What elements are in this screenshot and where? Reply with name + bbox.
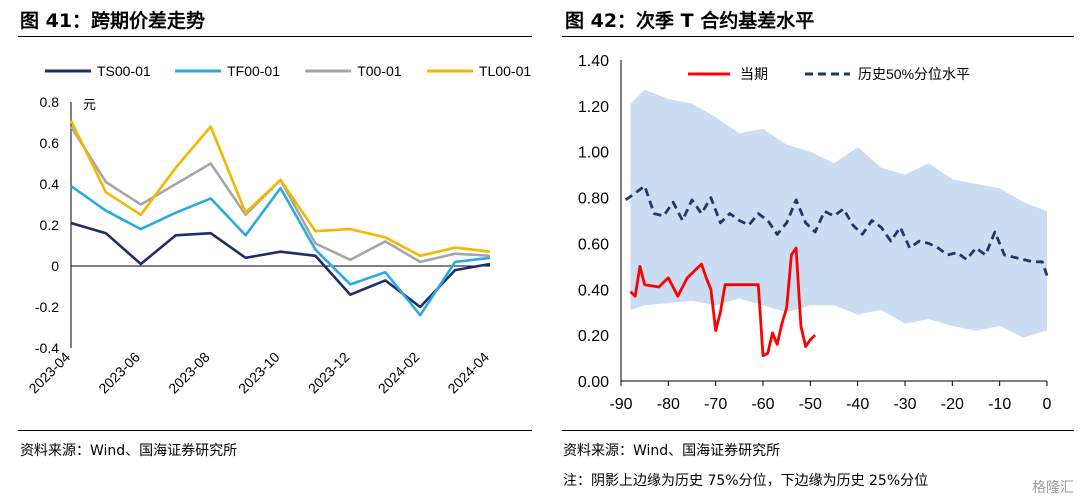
x-tick-label: -70 bbox=[704, 396, 727, 413]
watermark-logo: 格隆汇 bbox=[1032, 480, 1074, 496]
x-tick-label: 2024-04 bbox=[444, 349, 492, 397]
right-note: 注：阴影上边缘为历史 75%分位，下边缘为历史 25%分位 bbox=[563, 473, 929, 489]
y-tick-label: -0.2 bbox=[35, 299, 59, 315]
y-tick-label: 0.8 bbox=[40, 94, 60, 110]
x-tick-label: 2023-12 bbox=[305, 349, 353, 397]
x-tick-label: -20 bbox=[941, 396, 964, 413]
y-tick-label: 0.20 bbox=[578, 328, 609, 345]
x-tick-label: -60 bbox=[751, 396, 774, 413]
x-tick-label: 2024-02 bbox=[375, 349, 423, 397]
right-bottom-rule bbox=[562, 430, 1074, 431]
right-chart: 0.00 0.20 0.40 0.60 0.80 1.00 1.20 1.40 -90 -80 -7… bbox=[578, 53, 1052, 413]
y-axis-unit: 元 bbox=[83, 97, 96, 112]
series-line-tf00-01 bbox=[70, 185, 491, 317]
y-tick-label: 0.4 bbox=[40, 176, 60, 192]
legend-label-median: 历史50%分位水平 bbox=[858, 66, 970, 82]
left-title-rule bbox=[18, 36, 532, 37]
x-tick-label: -90 bbox=[609, 396, 632, 413]
y-tick-label: 0.2 bbox=[40, 217, 60, 233]
y-tick-label: 0.60 bbox=[578, 236, 609, 253]
y-tick-label: 0 bbox=[51, 258, 59, 274]
x-tick-label: 0 bbox=[1043, 396, 1052, 413]
x-tick-label: -30 bbox=[893, 396, 916, 413]
legend-label-t00-01: T00-01 bbox=[357, 63, 402, 79]
right-title-rule bbox=[562, 36, 1074, 37]
x-tick-label: 2023-08 bbox=[165, 349, 213, 397]
legend-label-ts00-01: TS00-01 bbox=[97, 63, 151, 79]
right-source: 资料来源：Wind、国海证券研究所 bbox=[563, 443, 781, 459]
y-tick-label: 1.20 bbox=[578, 99, 609, 116]
legend-label-tl00-01: TL00-01 bbox=[479, 63, 531, 79]
left-chart: TS00-01 TF00-01 T00-01 TL00-01 -0.4 -0.2 0 0.2 0… bbox=[25, 63, 531, 397]
series-line-ts00-01 bbox=[70, 221, 491, 309]
x-tick-label: 2023-10 bbox=[235, 349, 283, 397]
y-tick-label: 0.40 bbox=[578, 282, 609, 299]
series-line-current bbox=[629, 246, 817, 358]
legend-label-tf00-01: TF00-01 bbox=[227, 63, 280, 79]
series-line-tl00-01 bbox=[69, 119, 491, 258]
x-tick-label: 2023-06 bbox=[95, 349, 143, 397]
series-line-median bbox=[624, 184, 1049, 276]
y-tick-label: 0.6 bbox=[40, 135, 60, 151]
x-tick-label: -40 bbox=[846, 396, 869, 413]
series-line-t00-01 bbox=[69, 125, 491, 264]
y-tick-label: 0.80 bbox=[578, 191, 609, 208]
x-tick-label: -50 bbox=[799, 396, 822, 413]
right-panel-title: 图 42：次季 T 合约基差水平 bbox=[565, 10, 815, 32]
x-tick-label: -80 bbox=[657, 396, 680, 413]
y-tick-label: 1.40 bbox=[578, 53, 609, 70]
left-source: 资料来源：Wind、国海证券研究所 bbox=[20, 443, 238, 459]
left-bottom-rule bbox=[18, 430, 532, 431]
legend-label-current: 当期 bbox=[740, 66, 768, 82]
y-tick-label: -0.4 bbox=[35, 340, 59, 356]
y-tick-label: 1.00 bbox=[578, 145, 609, 162]
y-tick-label: 0.00 bbox=[578, 374, 609, 391]
left-panel-title: 图 41：跨期价差走势 bbox=[20, 10, 206, 32]
x-tick-label: -10 bbox=[988, 396, 1011, 413]
